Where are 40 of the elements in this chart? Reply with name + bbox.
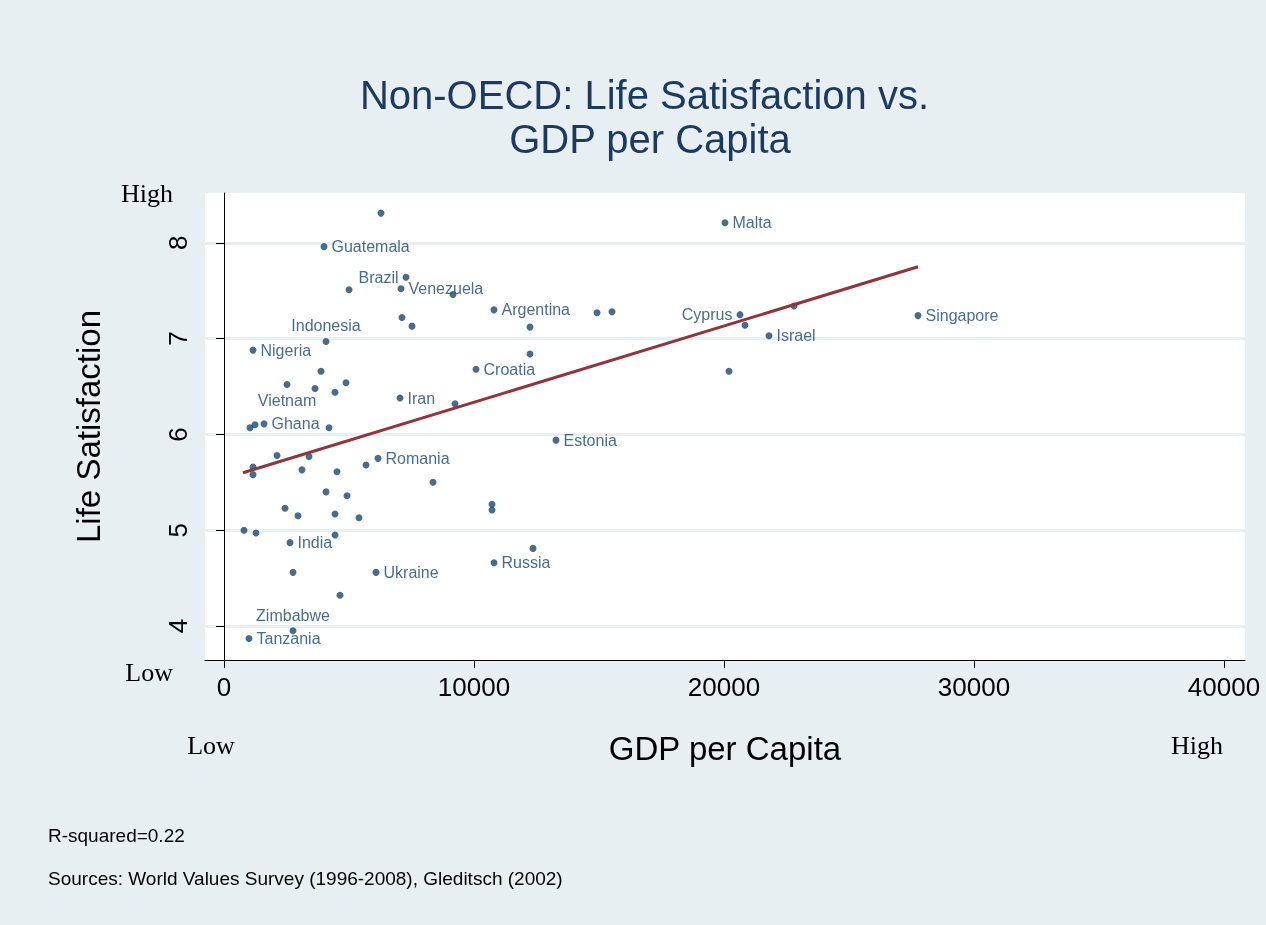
y-tick-label: 8	[163, 235, 193, 251]
x-tick-label: 20000	[687, 672, 761, 702]
x-tick-label: 40000	[1187, 672, 1261, 702]
data-label: Malta	[732, 214, 772, 232]
data-label: Nigeria	[260, 341, 312, 359]
x-tick-label: 0	[216, 672, 232, 702]
data-label: Indonesia	[291, 317, 361, 335]
y-tick-label: 4	[163, 618, 193, 634]
data-label: Romania	[385, 449, 450, 467]
data-label: Ukraine	[383, 563, 439, 581]
x-tick-label: 10000	[437, 672, 511, 702]
data-label: Croatia	[483, 360, 536, 378]
text: Low	[125, 657, 174, 687]
x-tick-label: 30000	[937, 672, 1011, 702]
data-label: Singapore	[925, 307, 999, 325]
text: Low	[187, 730, 236, 760]
data-label: Argentina	[501, 301, 571, 319]
data-label: Brazil	[358, 268, 399, 286]
x-axis-title: GDP per Capita	[608, 730, 842, 767]
text: High	[121, 178, 173, 208]
text: High	[1171, 730, 1223, 760]
text: R-squared=0.22	[48, 824, 185, 846]
data-label: India	[297, 534, 333, 552]
data-label: Israel	[776, 327, 816, 345]
y-axis-title: Life Satisfaction	[70, 310, 107, 543]
data-label: Russia	[501, 554, 551, 572]
data-label: Cyprus	[681, 306, 733, 324]
data-label: Iran	[407, 389, 436, 407]
data-label: Tanzania	[256, 629, 321, 647]
data-label: Vietnam	[257, 391, 317, 409]
data-label: Zimbabwe	[256, 606, 330, 624]
data-label: Ghana	[271, 415, 320, 433]
y-tick-label: 5	[163, 522, 193, 538]
chart-title: Non-OECD: Life Satisfaction vs. GDP per Capita	[359, 73, 941, 161]
data-label: Venezuela	[408, 280, 484, 298]
source-note: Sources: World Values Survey (1996-2008), Gleditsch (2002)	[48, 867, 563, 889]
data-label: Estonia	[563, 431, 617, 449]
y-tick-label: 6	[163, 427, 193, 442]
data-label: Guatemala	[331, 238, 410, 256]
y-tick-label: 7	[163, 331, 193, 346]
